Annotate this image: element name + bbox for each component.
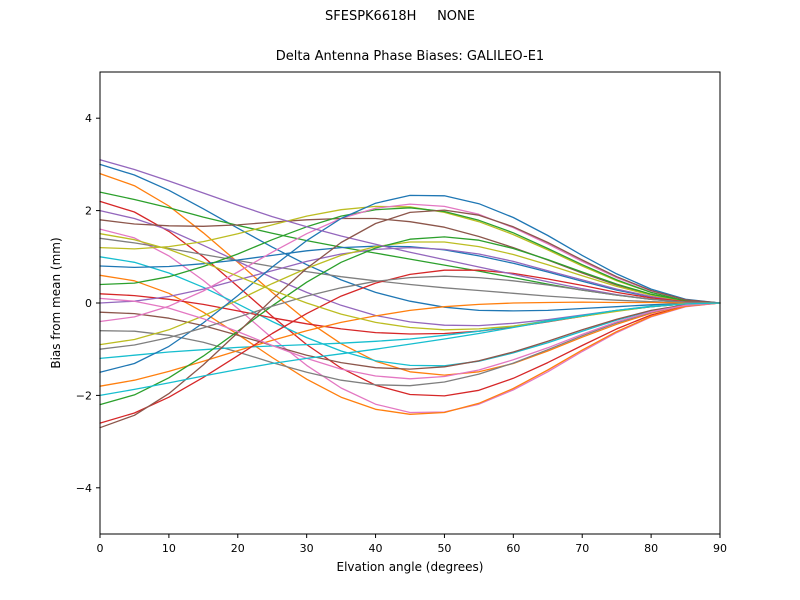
series-line-19 <box>99 241 721 346</box>
series-line-24 <box>99 269 721 424</box>
y-tick-label: 4 <box>85 112 92 125</box>
series-line-29 <box>99 233 721 331</box>
x-tick-label: 80 <box>644 542 658 555</box>
plot-title: Delta Antenna Phase Biases: GALILEO-E1 <box>275 49 545 64</box>
series-group <box>99 159 721 429</box>
series-line-12 <box>99 274 721 415</box>
series-line-07 <box>99 228 721 414</box>
series-line-05 <box>99 209 721 327</box>
y-tick-label: 0 <box>85 297 92 310</box>
series-line-06 <box>99 217 721 304</box>
series-line-01 <box>99 163 721 312</box>
y-tick-label: −2 <box>76 389 92 402</box>
x-axis-label: Elvation angle (degrees) <box>336 560 484 574</box>
series-line-02 <box>99 172 721 376</box>
series-line-28 <box>99 275 721 350</box>
series-line-13 <box>99 207 721 304</box>
y-tick-label: 2 <box>85 205 92 218</box>
series-line-11 <box>99 245 721 304</box>
series-line-30 <box>99 302 721 397</box>
figure-suptitle: SFESPK6618H NONE <box>325 9 475 24</box>
series-line-04 <box>99 200 721 397</box>
x-tick-label: 40 <box>369 542 383 555</box>
series-line-16 <box>99 302 721 370</box>
x-tick-label: 0 <box>97 542 104 555</box>
axes-group: 0 10 20 30 40 50 60 70 80 90 −4 −2 0 2 4 <box>76 71 727 555</box>
series-line-27 <box>99 297 721 380</box>
x-tick-label: 70 <box>575 542 589 555</box>
series-line-22 <box>99 301 721 387</box>
x-tick-label: 60 <box>506 542 520 555</box>
x-tick-label: 20 <box>231 542 245 555</box>
y-tick-label: −4 <box>76 482 92 495</box>
series-line-09 <box>99 205 721 304</box>
x-tick-label: 10 <box>162 542 176 555</box>
series-line-17 <box>99 203 721 323</box>
x-tick-label: 90 <box>713 542 727 555</box>
series-line-23 <box>99 236 721 406</box>
series-line-26 <box>99 209 721 429</box>
x-tick-label: 30 <box>300 542 314 555</box>
series-line-08 <box>99 237 721 304</box>
series-line-21 <box>99 194 721 373</box>
series-line-18 <box>99 302 721 387</box>
series-line-10 <box>99 256 721 367</box>
series-line-15 <box>99 246 721 304</box>
x-tick-label: 50 <box>437 542 451 555</box>
